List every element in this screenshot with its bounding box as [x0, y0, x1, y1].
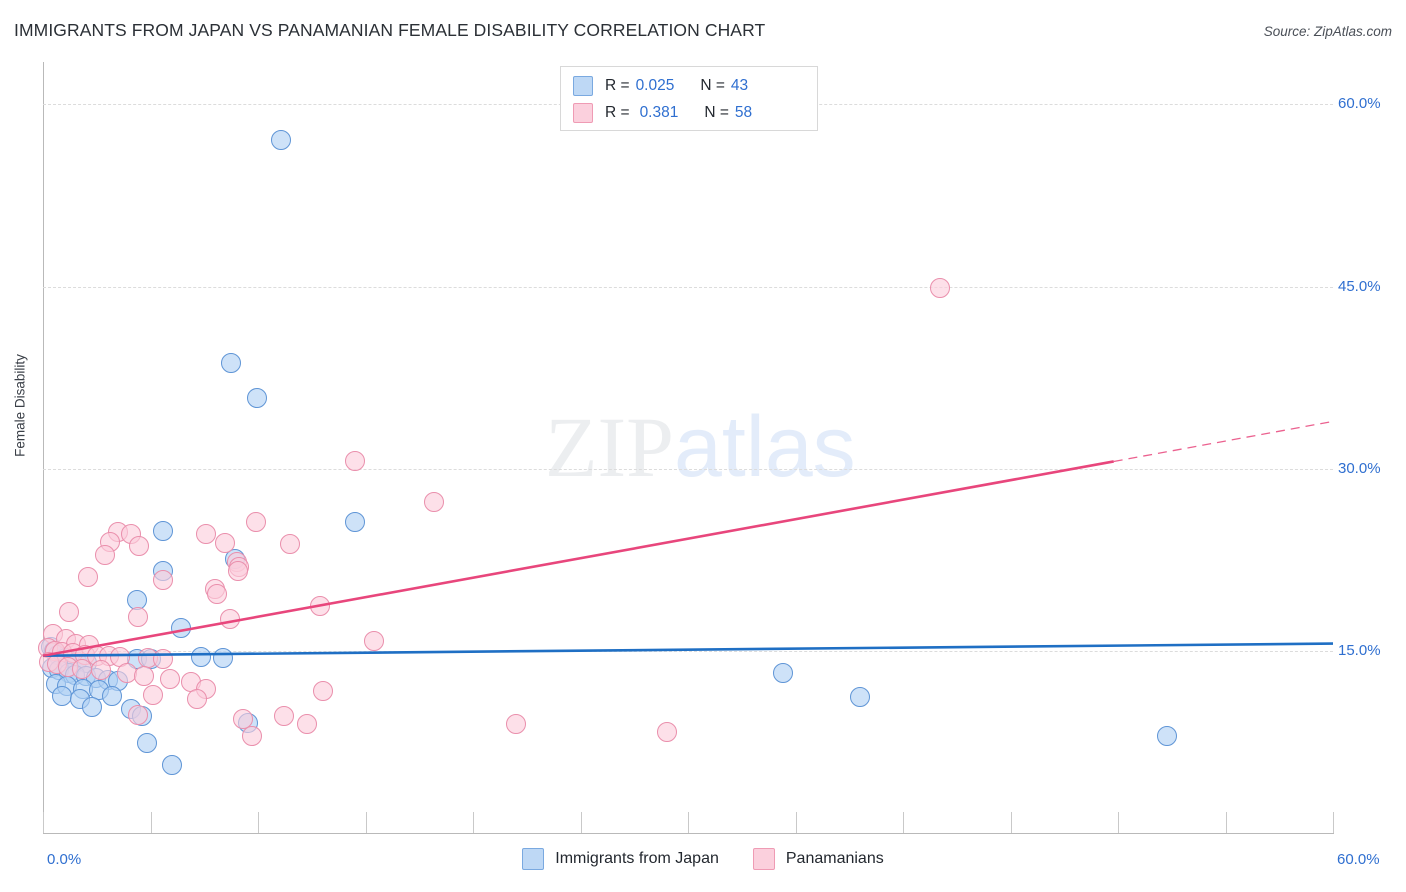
x-tick-mark	[1010, 812, 1012, 833]
y-tick-label: 60.0%	[1338, 95, 1381, 113]
gridline-y	[43, 286, 1333, 288]
scatter-point-pink	[220, 609, 241, 630]
scatter-point-pink	[929, 277, 950, 298]
stats-r-label-panamanians: R =	[605, 103, 630, 121]
y-tick-label: 15.0%	[1338, 641, 1381, 659]
scatter-point-pink	[280, 534, 301, 555]
x-tick-mark	[258, 812, 259, 833]
series-legend: Immigrants from Japan Panamanians	[0, 848, 1406, 870]
scatter-point-blue	[270, 129, 291, 150]
scatter-point-pink	[142, 684, 163, 705]
scatter-point-pink	[127, 705, 148, 726]
x-tick-mark	[43, 812, 44, 833]
x-tick-mark	[150, 812, 152, 833]
legend-item-immigrants-from-japan[interactable]: Immigrants from Japan	[522, 848, 719, 870]
gridline-y	[43, 650, 1333, 652]
scatter-point-pink	[78, 566, 99, 587]
scatter-point-pink	[153, 649, 174, 670]
scatter-point-blue	[221, 353, 242, 374]
x-tick-mark	[1333, 812, 1334, 833]
scatter-point-pink	[95, 544, 116, 565]
scatter-point-pink	[196, 524, 217, 545]
scatter-point-pink	[159, 668, 180, 689]
plot-area: ZIPatlas	[38, 62, 1333, 832]
y-axis-line	[43, 62, 44, 834]
watermark-atlas: atlas	[674, 399, 856, 495]
scatter-point-blue	[212, 648, 233, 669]
scatter-point-pink	[227, 560, 248, 581]
scatter-point-blue	[153, 520, 174, 541]
stats-n-label-japan: N =	[700, 76, 725, 94]
scatter-point-pink	[273, 706, 294, 727]
legend-item-panamanians[interactable]: Panamanians	[752, 848, 884, 870]
scatter-point-blue	[246, 388, 267, 409]
scatter-point-pink	[506, 713, 526, 734]
scatter-point-blue	[82, 696, 103, 717]
legend-swatch-panamanians	[752, 848, 775, 870]
scatter-point-pink	[71, 659, 92, 680]
scatter-point-pink	[128, 536, 149, 557]
scatter-point-blue	[137, 733, 158, 754]
scatter-point-pink	[424, 491, 445, 512]
stats-n-value-japan: 43	[730, 76, 749, 94]
scatter-point-pink	[186, 689, 207, 710]
correlation-stats-box: R = 0.025 N = 43 R = 0.381 N = 58	[560, 66, 818, 131]
scatter-point-blue	[162, 755, 182, 775]
scatter-point-pink	[207, 583, 228, 604]
legend-swatch-japan	[522, 848, 545, 870]
scatter-point-pink	[310, 595, 331, 616]
scatter-point-pink	[58, 602, 79, 623]
x-tick-mark	[795, 812, 797, 833]
x-axis-line	[43, 833, 1334, 834]
scatter-point-blue	[772, 662, 793, 683]
stats-r-value-japan: 0.025	[635, 76, 675, 94]
watermark: ZIPatlas	[545, 404, 856, 490]
scatter-point-pink	[656, 722, 677, 743]
legend-label-panamanians: Panamanians	[785, 850, 884, 867]
x-tick-label-max: 60.0%	[1337, 851, 1380, 868]
x-tick-mark	[688, 812, 689, 833]
x-tick-mark	[580, 812, 582, 833]
scatter-point-pink	[153, 570, 174, 591]
y-axis-title: Female Disability	[12, 354, 28, 457]
x-tick-mark	[473, 812, 474, 833]
stats-swatch-japan	[573, 75, 593, 96]
scatter-point-pink	[312, 680, 333, 701]
gridline-y	[43, 468, 1333, 470]
stats-r-label-japan: R =	[605, 76, 630, 94]
scatter-point-blue	[1157, 725, 1178, 746]
scatter-point-pink	[127, 606, 148, 627]
scatter-point-pink	[241, 725, 262, 746]
stats-row-panamanians: R = 0.381 N = 58	[573, 99, 805, 126]
x-tick-label-min: 0.0%	[47, 851, 82, 868]
x-tick-mark	[1225, 812, 1227, 833]
scatter-point-blue	[101, 685, 122, 706]
stats-swatch-panamanians	[573, 102, 593, 123]
legend-label-japan: Immigrants from Japan	[555, 850, 719, 867]
scatter-point-pink	[245, 512, 266, 533]
x-tick-mark	[1118, 812, 1119, 833]
source-label: Source: ZipAtlas.com	[1263, 24, 1392, 39]
watermark-zip: ZIP	[545, 399, 674, 495]
scatter-point-blue	[344, 512, 365, 533]
scatter-point-blue	[850, 687, 870, 707]
scatter-point-pink	[232, 708, 253, 729]
stats-n-label-panamanians: N =	[704, 103, 729, 121]
stats-r-value-panamanians: 0.381	[639, 103, 679, 121]
scatter-point-pink	[134, 666, 155, 687]
x-tick-mark	[903, 812, 904, 833]
y-tick-label: 45.0%	[1338, 277, 1381, 295]
scatter-point-blue	[191, 646, 212, 667]
x-tick-mark	[365, 812, 367, 833]
stats-n-value-panamanians: 58	[734, 103, 753, 121]
stats-row-japan: R = 0.025 N = 43	[573, 72, 805, 99]
page-title: IMMIGRANTS FROM JAPAN VS PANAMANIAN FEMA…	[14, 20, 766, 40]
scatter-point-pink	[364, 631, 385, 652]
scatter-point-pink	[214, 532, 235, 553]
scatter-point-pink	[297, 713, 318, 734]
scatter-point-pink	[91, 660, 112, 681]
scatter-point-blue	[170, 617, 191, 638]
y-tick-label: 30.0%	[1338, 459, 1381, 477]
